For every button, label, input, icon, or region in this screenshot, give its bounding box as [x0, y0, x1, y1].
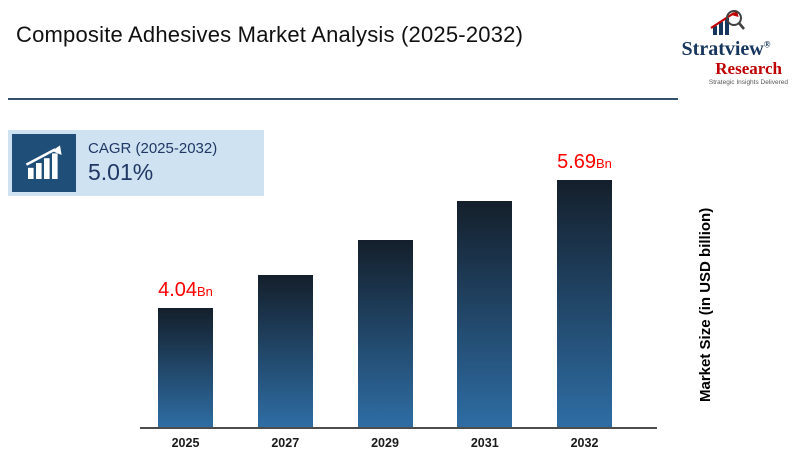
bar-2031 [457, 201, 513, 427]
x-tick-label: 2027 [271, 436, 300, 450]
page-title: Composite Adhesives Market Analysis (202… [16, 22, 524, 47]
x-tick-label: 2025 [171, 436, 200, 450]
registered-mark: ® [763, 39, 771, 50]
x-tick-label: 2031 [470, 436, 499, 450]
header-divider [8, 98, 678, 100]
cagr-bar-chart-icon [12, 134, 76, 192]
bar-2025 [158, 308, 213, 427]
logo: Stratview® Research Strategic Insights D… [660, 6, 792, 87]
cagr-box: CAGR (2025-2032) 5.01% [8, 130, 264, 196]
bar-group-2032: 5.69Bn 2032 [557, 151, 612, 450]
bar-value-label: 4.04Bn [158, 279, 213, 301]
logo-subname: Research [715, 59, 782, 78]
y-axis-label: Market Size (in USD billion) [697, 207, 714, 402]
cagr-text: CAGR (2025-2032) 5.01% [88, 140, 217, 186]
cagr-value: 5.01% [88, 159, 154, 185]
x-tick-label: 2032 [570, 436, 599, 450]
logo-chart-magnifier-icon [710, 10, 745, 35]
bar-2029 [357, 240, 413, 427]
bar-group-2025: 4.04Bn 2025 [158, 180, 213, 450]
bar-group-2029: 2029 [357, 180, 413, 450]
bar-chart: 4.04Bn 2025 2027 2029 2031 5.69Bn 2032 [158, 151, 612, 450]
bar-value-label: 5.69Bn [557, 151, 612, 173]
bar-group-2031: 2031 [457, 180, 513, 450]
x-axis-line [140, 427, 657, 429]
bar-group-2027: 2027 [257, 180, 313, 450]
bar-2027 [257, 275, 313, 427]
x-tick-label: 2029 [371, 436, 399, 450]
bar-2032 [557, 180, 612, 427]
logo-tagline: Strategic Insights Delivered [708, 78, 788, 86]
cagr-label: CAGR (2025-2032) [88, 140, 218, 157]
logo-name: Stratview® [681, 38, 771, 60]
